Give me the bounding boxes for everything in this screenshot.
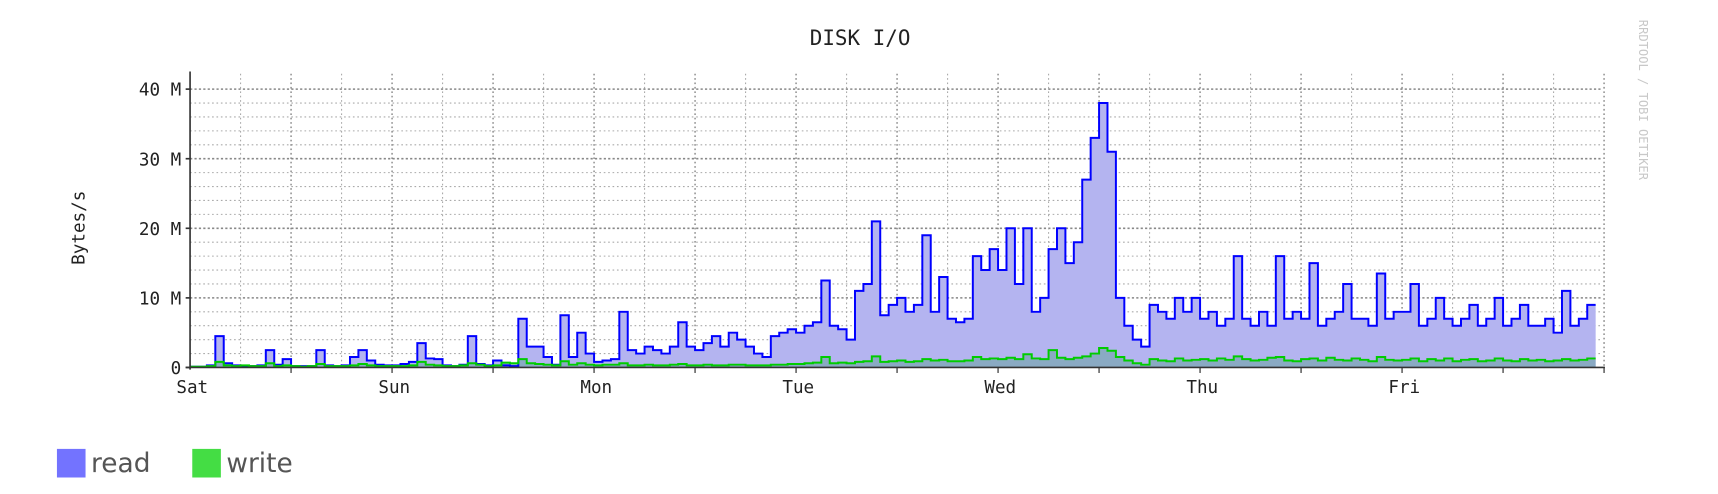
y-tick-label: 20 M (139, 220, 181, 240)
x-tick-label: Fri (1388, 378, 1420, 398)
area-write (190, 347, 1596, 368)
y-tick-label: 10 M (139, 289, 181, 309)
grid (190, 73, 1605, 373)
legend-item-read[interactable]: read (56, 448, 151, 479)
line-read (190, 102, 1596, 368)
legend-label-read: read (91, 448, 150, 479)
legend-label-write: write (226, 448, 292, 479)
x-tick-label: Wed (984, 378, 1016, 398)
x-tick-label: Mon (580, 378, 612, 398)
axes (185, 71, 1605, 370)
legend-swatch-write (192, 448, 221, 478)
chart-title: DISK I/O (810, 26, 911, 50)
y-tick-label: 40 M (139, 81, 181, 101)
legend: read write (56, 448, 293, 479)
x-tick-label: Sat (176, 378, 208, 398)
x-tick-labels: Sat Sun Mon Tue Wed Thu Fri (176, 378, 1420, 398)
line-write (190, 346, 1596, 368)
legend-item-write[interactable]: write (192, 448, 293, 479)
y-tick-label: 30 M (139, 150, 181, 170)
area-read (190, 103, 1596, 368)
x-tick-label: Tue (782, 378, 814, 398)
legend-swatch-read (56, 448, 86, 478)
series-areas (190, 102, 1596, 368)
y-tick-labels: 0 10 M 20 M 30 M 40 M (139, 81, 181, 379)
y-tick-label: 0 (171, 359, 182, 379)
x-tick-label: Sun (378, 378, 410, 398)
watermark: RRDTOOL / TOBI OETIKER (1636, 20, 1650, 181)
x-tick-label: Thu (1186, 378, 1218, 398)
y-axis-label: Bytes/s (69, 191, 89, 265)
